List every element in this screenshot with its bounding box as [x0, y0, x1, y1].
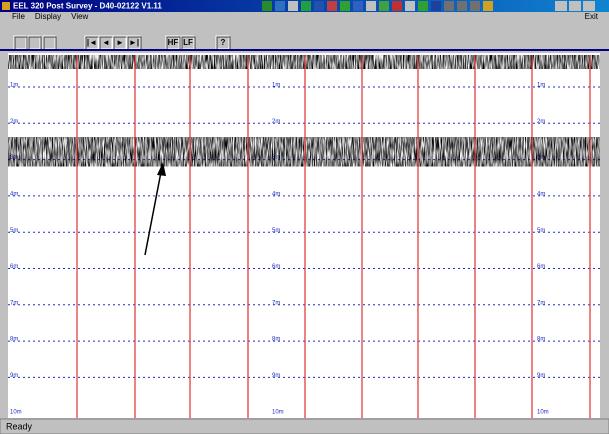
- button-label: LF: [183, 38, 193, 47]
- depth-label: 7m: [537, 300, 545, 306]
- menu-item[interactable]: Display: [35, 12, 61, 21]
- depth-label: 1m: [272, 83, 280, 89]
- toolbar-button[interactable]: [14, 36, 26, 49]
- button-label: ◄: [102, 38, 110, 47]
- status-text: Ready: [6, 421, 33, 431]
- depth-label: 5m: [537, 228, 545, 234]
- depth-label: 10m: [10, 409, 22, 415]
- depth-label: 1m: [537, 83, 545, 89]
- menu-item[interactable]: View: [71, 12, 88, 21]
- button-label: HF: [168, 38, 179, 47]
- app-icon: [2, 2, 10, 10]
- screen: EEL 320 Post Survey - D40-02122 V1.11 Fi…: [0, 0, 609, 434]
- toolbar-button[interactable]: [43, 36, 55, 49]
- toolbar-button[interactable]: [28, 36, 40, 49]
- window-title: EEL 320 Post Survey - D40-02122 V1.11: [13, 2, 162, 11]
- depth-label: 7m: [272, 300, 280, 306]
- button-label: ►|: [129, 38, 139, 47]
- menu-item[interactable]: File: [12, 12, 25, 21]
- depth-label: 8m: [272, 337, 280, 343]
- depth-label: 6m: [10, 264, 18, 270]
- status-bar: [0, 419, 609, 434]
- depth-label: 4m: [272, 191, 280, 197]
- button-label: ?: [221, 38, 226, 47]
- surface-band: [8, 55, 600, 69]
- button-label: |◄: [87, 38, 97, 47]
- depth-label: 10m: [537, 409, 549, 415]
- depth-label: 10m: [272, 409, 284, 415]
- depth-label: 7m: [10, 300, 18, 306]
- toolbar: |◄ ◄ ► ►| HF LF?: [14, 36, 230, 50]
- app-window: EEL 320 Post Survey - D40-02122 V1.11 Fi…: [0, 0, 609, 434]
- depth-label: 6m: [272, 264, 280, 270]
- depth-label: 5m: [272, 228, 280, 234]
- depth-label: 1m: [10, 83, 18, 89]
- depth-label: 9m: [10, 373, 18, 379]
- depth-label: 2m: [10, 119, 18, 125]
- depth-label: 9m: [272, 373, 280, 379]
- depth-label: 6m: [537, 264, 545, 270]
- depth-label: 8m: [537, 337, 545, 343]
- depth-label: 9m: [537, 373, 545, 379]
- echogram: [8, 53, 600, 418]
- depth-label: 2m: [537, 119, 545, 125]
- depth-label: 8m: [10, 337, 18, 343]
- menu-bar: File Display View: [12, 12, 89, 21]
- depth-label: 4m: [10, 191, 18, 197]
- menu-exit[interactable]: Exit: [585, 12, 599, 21]
- button-label: ►: [116, 38, 124, 47]
- depth-label: 2m: [272, 119, 280, 125]
- depth-label: 5m: [10, 228, 18, 234]
- depth-label: 4m: [537, 191, 545, 197]
